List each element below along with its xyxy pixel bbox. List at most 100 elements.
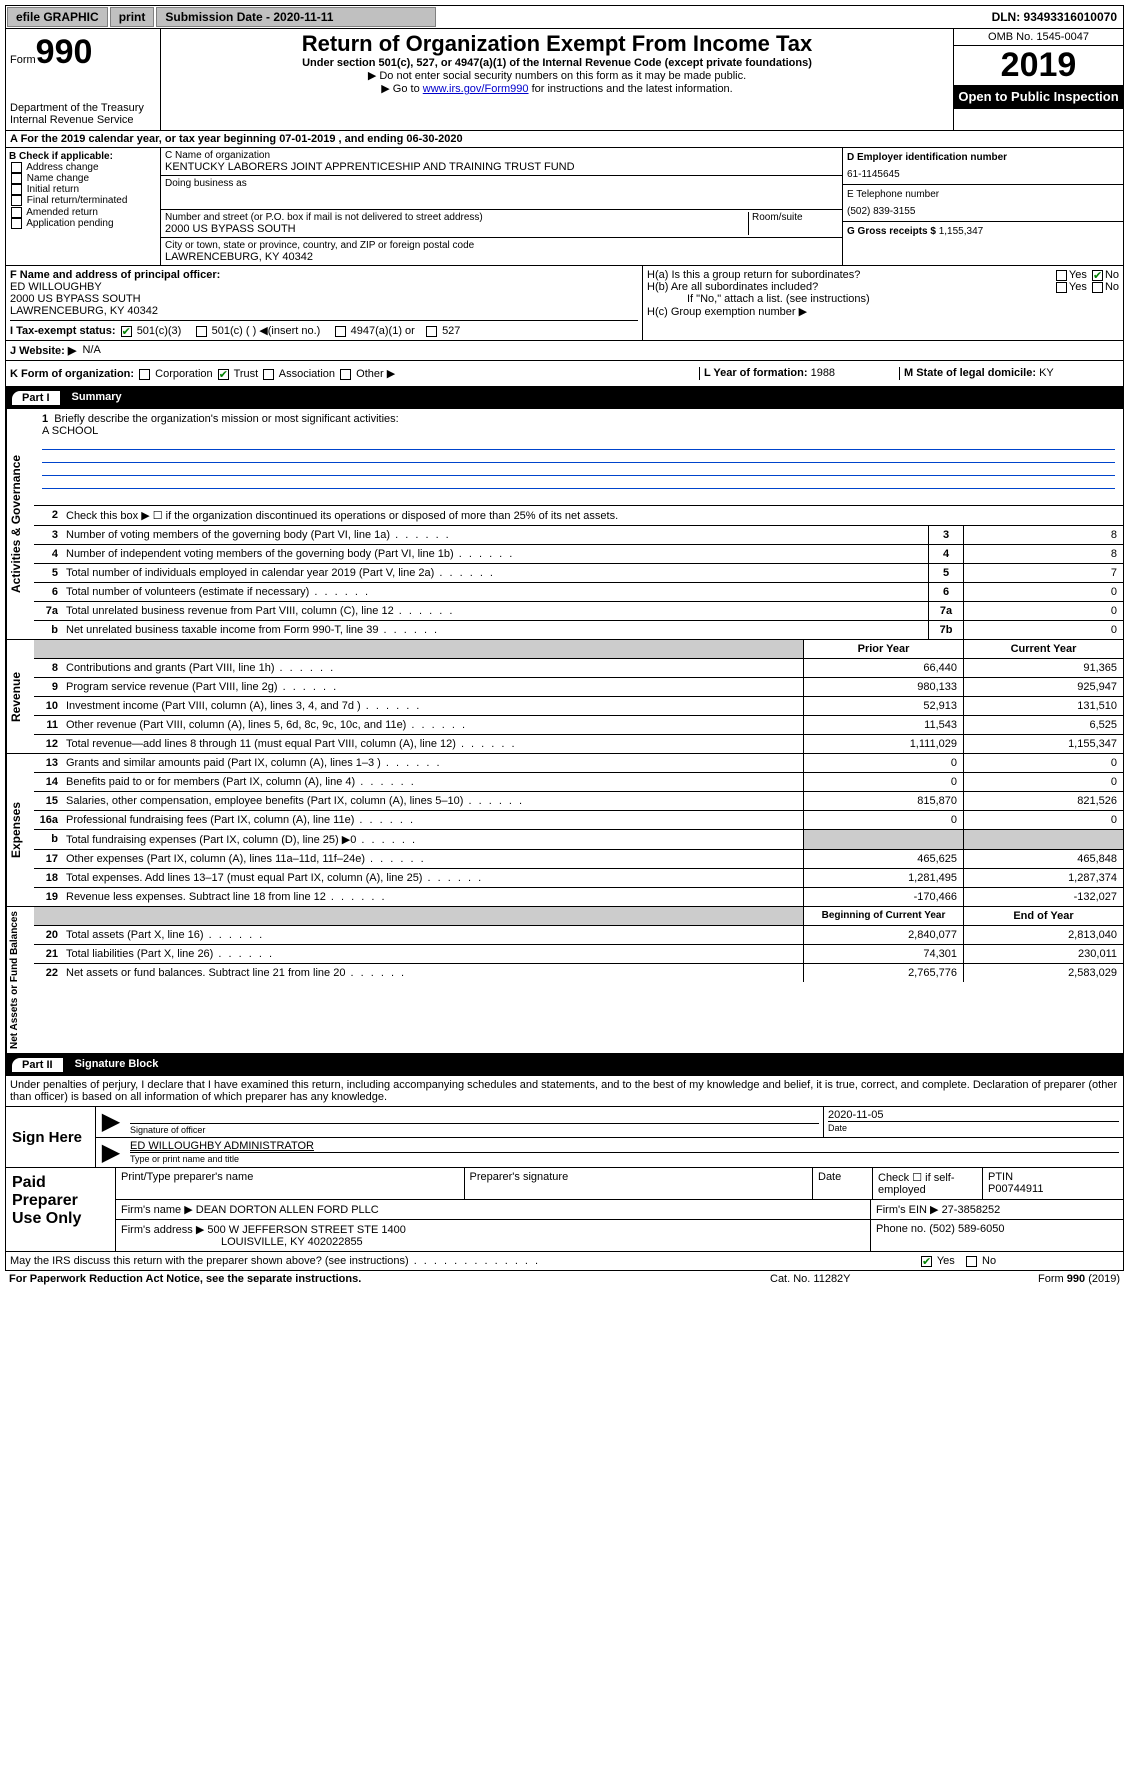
line-2: Check this box ▶ ☐ if the organization d… [62,506,1123,525]
row-current: 821,526 [963,792,1123,810]
chk-527[interactable] [426,326,437,337]
signature-block: Under penalties of perjury, I declare th… [5,1076,1124,1252]
summary-row: 21Total liabilities (Part X, line 26)74,… [34,944,1123,963]
row-current: 131,510 [963,697,1123,715]
row-prior: 0 [803,773,963,791]
chk-trust[interactable] [218,369,229,380]
print-button[interactable]: print [110,7,155,27]
row-text: Salaries, other compensation, employee b… [62,792,803,810]
row-prior: 0 [803,754,963,772]
row-value: 0 [963,583,1123,601]
chk-application-pending[interactable]: Application pending [9,218,157,229]
row-text: Total unrelated business revenue from Pa… [62,602,928,620]
row-current: 0 [963,754,1123,772]
hb-yes[interactable] [1056,282,1067,293]
part-2-num: Part II [12,1058,63,1072]
chk-name-change[interactable]: Name change [9,173,157,184]
officer-name: ED WILLOUGHBY [10,281,638,293]
part-1-num: Part I [12,391,60,405]
sig-declaration: Under penalties of perjury, I declare th… [6,1076,1123,1106]
row-current: 0 [963,811,1123,829]
discuss-no[interactable] [966,1256,977,1267]
row-text: Investment income (Part VIII, column (A)… [62,697,803,715]
column-h: H(a) Is this a group return for subordin… [643,266,1123,340]
ha-no[interactable] [1092,270,1103,281]
firm-addr: 500 W JEFFERSON STREET STE 1400 [207,1224,405,1236]
hdr-prior-year: Prior Year [803,640,963,658]
row-box: 7a [928,602,963,620]
prep-name-hdr: Print/Type preparer's name [116,1168,465,1199]
chk-assoc[interactable] [263,369,274,380]
row-prior: 2,840,077 [803,926,963,944]
summary-row: 9Program service revenue (Part VIII, lin… [34,677,1123,696]
discuss-yes[interactable] [921,1256,932,1267]
paid-preparer-block: Paid Preparer Use Only Print/Type prepar… [6,1167,1123,1251]
prep-self-emp: Check ☐ if self-employed [873,1168,983,1199]
chk-initial-return[interactable]: Initial return [9,184,157,195]
chk-501c3[interactable] [121,326,132,337]
chk-4947[interactable] [335,326,346,337]
org-city: LAWRENCEBURG, KY 40342 [165,251,838,263]
org-street: 2000 US BYPASS SOUTH [165,223,748,235]
summary-row: 8Contributions and grants (Part VIII, li… [34,658,1123,677]
vlabel-netassets: Net Assets or Fund Balances [6,907,34,1053]
row-current: 1,155,347 [963,735,1123,753]
column-f: F Name and address of principal officer:… [6,266,643,340]
row-current: -132,027 [963,888,1123,906]
efile-button[interactable]: efile GRAPHIC [7,7,108,27]
hb-no[interactable] [1092,282,1103,293]
form-number-box: Form990 Department of the Treasury Inter… [6,29,161,130]
summary-row: 7aTotal unrelated business revenue from … [34,601,1123,620]
subtitle-1: Under section 501(c), 527, or 4947(a)(1)… [167,57,947,69]
firm-addr2: LOUISVILLE, KY 402022855 [121,1236,363,1248]
firm-name: DEAN DORTON ALLEN FORD PLLC [196,1204,379,1216]
officer-addr2: LAWRENCEBURG, KY 40342 [10,305,638,317]
row-text: Number of independent voting members of … [62,545,928,563]
row-text: Total number of individuals employed in … [62,564,928,582]
chk-501c[interactable] [196,326,207,337]
chk-address-change[interactable]: Address change [9,162,157,173]
summary-row: 3Number of voting members of the governi… [34,525,1123,544]
form-number: 990 [36,33,93,71]
summary-row: 10Investment income (Part VIII, column (… [34,696,1123,715]
ha-yes[interactable] [1056,270,1067,281]
row-klm: K Form of organization: Corporation Trus… [5,361,1124,387]
pra-notice: For Paperwork Reduction Act Notice, see … [9,1273,770,1285]
chk-amended-return[interactable]: Amended return [9,207,157,218]
row-text: Total revenue—add lines 8 through 11 (mu… [62,735,803,753]
hb-note: If "No," attach a list. (see instruction… [647,293,1119,305]
tax-year: 2019 [954,46,1123,85]
chk-other[interactable] [340,369,351,380]
open-public-inspection: Open to Public Inspection [954,85,1123,109]
row-text: Total assets (Part X, line 16) [62,926,803,944]
row-text: Professional fundraising fees (Part IX, … [62,811,803,829]
form-prefix: Form [10,54,36,66]
summary-row: 17Other expenses (Part IX, column (A), l… [34,849,1123,868]
arrow-icon: ▶ [96,1107,126,1137]
year-box: OMB No. 1545-0047 2019 Open to Public In… [953,29,1123,130]
row-text: Grants and similar amounts paid (Part IX… [62,754,803,772]
row-value: 0 [963,621,1123,639]
form-id: Form 990 (2019) [970,1273,1120,1285]
firm-phone: (502) 589-6050 [929,1223,1004,1235]
subtitle-3: ▶ Go to www.irs.gov/Form990 for instruct… [167,82,947,95]
column-cd: C Name of organization KENTUCKY LABORERS… [161,148,1123,265]
row-current: 1,287,374 [963,869,1123,887]
irs-link[interactable]: www.irs.gov/Form990 [423,83,529,95]
summary-row: 5Total number of individuals employed in… [34,563,1123,582]
chk-corp[interactable] [139,369,150,380]
top-toolbar: efile GRAPHIC print Submission Date - 20… [5,5,1124,29]
row-prior: 11,543 [803,716,963,734]
discuss-row: May the IRS discuss this return with the… [5,1252,1124,1271]
row-text: Number of voting members of the governin… [62,526,928,544]
chk-final-return[interactable]: Final return/terminated [9,195,157,206]
row-box: 7b [928,621,963,639]
arrow-icon: ▶ [96,1138,126,1167]
summary-row: 12Total revenue—add lines 8 through 11 (… [34,734,1123,753]
row-a-tax-year: A For the 2019 calendar year, or tax yea… [5,131,1124,148]
cat-no: Cat. No. 11282Y [770,1273,970,1285]
e-phone-label: E Telephone number [847,189,1119,200]
row-l: L Year of formation: 1988 [699,367,899,380]
form-header: Form990 Department of the Treasury Inter… [5,29,1124,131]
row-text: Total number of volunteers (estimate if … [62,583,928,601]
